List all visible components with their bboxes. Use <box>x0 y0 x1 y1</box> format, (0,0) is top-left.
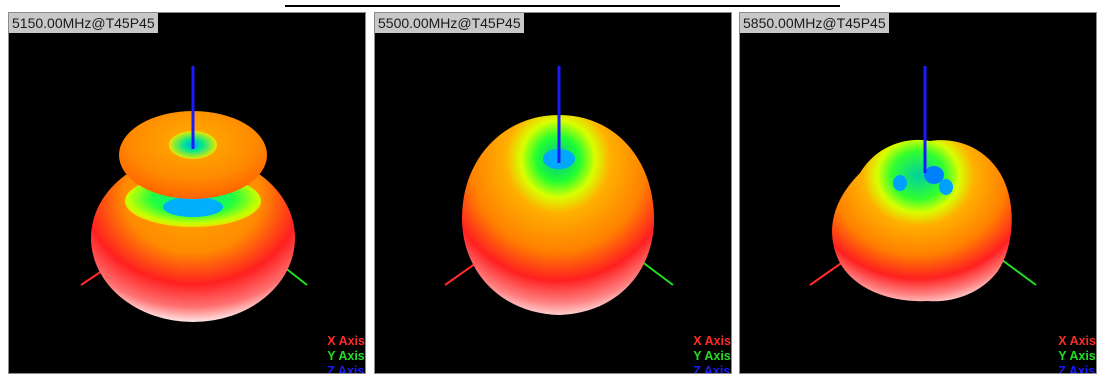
panel-title: 5500.00MHz@T45P45 <box>375 13 524 33</box>
legend-y-axis: Y Axis <box>1058 349 1096 363</box>
axis-legend: X Axis Y Axis Z Axis <box>327 334 365 374</box>
inner-ring-core <box>163 197 223 217</box>
panel-title: 5150.00MHz@T45P45 <box>9 13 158 33</box>
lobed-dome <box>832 139 1012 302</box>
radiation-pattern-3d <box>80 66 308 322</box>
dome-lobe <box>461 115 655 315</box>
radiation-pattern-3d <box>444 66 674 315</box>
y-axis-line <box>997 256 1037 286</box>
legend-x-axis: X Axis <box>327 334 365 348</box>
legend-x-axis: X Axis <box>693 334 731 348</box>
legend-y-axis: Y Axis <box>693 349 731 363</box>
legend-z-axis: Z Axis <box>693 364 731 374</box>
x-axis-line <box>444 260 480 286</box>
pattern-panel-5500[interactable]: 5500.00MHz@T45P45 X Axis Y Axis Z Axis <box>374 12 732 374</box>
legend-y-axis: Y Axis <box>327 349 365 363</box>
legend-z-axis: Z Axis <box>327 364 365 374</box>
y-axis-line <box>640 260 674 286</box>
lobe-null-left <box>893 175 907 191</box>
panel-title: 5850.00MHz@T45P45 <box>740 13 889 33</box>
legend-x-axis: X Axis <box>1058 334 1096 348</box>
axis-legend: X Axis Y Axis Z Axis <box>693 334 731 374</box>
top-divider-line <box>285 5 840 7</box>
legend-z-axis: Z Axis <box>1058 364 1096 374</box>
lobe-null-center <box>924 166 944 184</box>
axis-legend: X Axis Y Axis Z Axis <box>1058 334 1096 374</box>
pattern-panel-5850[interactable]: 5850.00MHz@T45P45 X Axis Y Axis Z Axis <box>739 12 1097 374</box>
radiation-pattern-3d <box>809 66 1037 302</box>
pattern-panel-5150[interactable]: 5150.00MHz@T45P45 <box>8 12 366 374</box>
lobe-null-right <box>939 179 953 195</box>
